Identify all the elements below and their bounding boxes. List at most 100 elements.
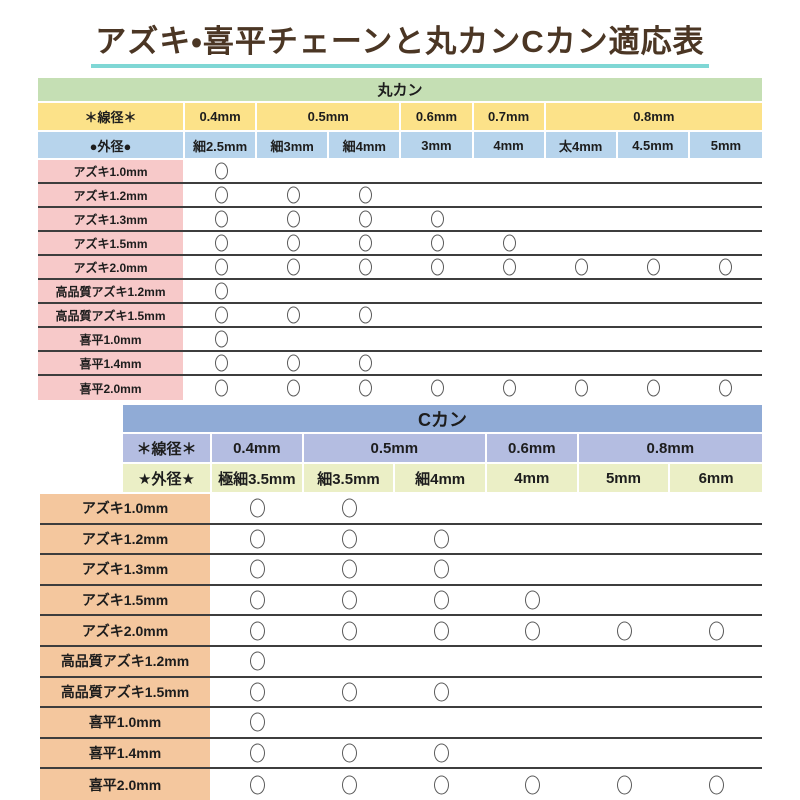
compat-circle-mark (719, 258, 733, 276)
compatibility-marks (212, 769, 762, 800)
compat-circle-mark (342, 621, 357, 641)
wire-size-cell: 0.4mm (185, 103, 258, 130)
compat-circle-mark (433, 743, 449, 763)
compat-circle-mark (214, 162, 228, 180)
compatibility-marks (212, 708, 762, 737)
ckan-outer-diameter-row: ★外径★ 極細3.5mm 細3.5mm 細4mm 4mm 5mm 6mm (123, 464, 762, 492)
outer-size-cell: 4mm (486, 464, 579, 492)
compat-circle-mark (358, 258, 372, 276)
compatibility-marks (185, 232, 762, 254)
compat-circle-mark (358, 354, 372, 372)
outer-size-cell: 極細3.5mm (212, 464, 304, 492)
compat-circle-mark (617, 621, 632, 641)
compat-circle-mark (503, 258, 517, 276)
chain-row-label: 喜平1.0mm (38, 328, 185, 350)
compat-circle-mark (647, 258, 661, 276)
compat-circle-mark (214, 330, 228, 348)
chain-row-label: アズキ1.3mm (40, 555, 212, 584)
compat-circle-mark (342, 743, 357, 763)
table-row: アズキ1.3mm (38, 208, 762, 232)
table-row: アズキ1.3mm (40, 555, 762, 586)
chain-row-label: 喜平2.0mm (38, 376, 185, 400)
compat-circle-mark (342, 529, 357, 549)
table-row: 喜平1.0mm (40, 708, 762, 739)
compat-circle-mark (214, 306, 228, 324)
compat-circle-mark (214, 354, 228, 372)
compat-circle-mark (286, 210, 300, 228)
compat-circle-mark (358, 186, 372, 204)
compat-circle-mark (719, 379, 733, 397)
chain-row-label: 喜平1.4mm (40, 738, 212, 768)
outer-size-cell: 細2.5mm (185, 132, 258, 158)
table-row: 高品質アズキ1.2mm (40, 646, 762, 678)
compat-circle-mark (525, 590, 541, 610)
compatibility-marks (212, 616, 762, 645)
compat-circle-mark (250, 712, 266, 732)
compat-circle-mark (214, 210, 228, 228)
compat-circle-mark (342, 498, 357, 518)
compat-circle-mark (525, 621, 541, 641)
compatibility-marks (212, 586, 762, 615)
table-row: アズキ1.0mm (40, 494, 762, 525)
compatibility-marks (185, 376, 762, 400)
outer-size-cell: 3mm (401, 132, 474, 158)
compat-circle-mark (286, 306, 300, 324)
wire-size-cell: 0.5mm (303, 434, 487, 462)
ckan-wire-diameter-header: ＊線径＊ (123, 434, 212, 462)
chain-row-label: アズキ1.3mm (38, 208, 185, 230)
compat-circle-mark (286, 234, 300, 252)
outer-size-cell: 5mm (689, 132, 762, 158)
outer-size-cell: 細4mm (395, 464, 487, 492)
outer-size-cell: 細3.5mm (303, 464, 396, 492)
compat-circle-mark (214, 186, 228, 204)
compat-circle-mark (286, 186, 300, 204)
compat-circle-mark (250, 651, 266, 671)
table-row: アズキ1.2mm (38, 184, 762, 208)
compat-circle-mark (503, 234, 517, 252)
compatibility-marks (212, 494, 762, 523)
outer-size-cell: 細4mm (329, 132, 402, 158)
chain-row-label: アズキ1.0mm (40, 494, 212, 523)
compat-circle-mark (342, 775, 357, 795)
compat-circle-mark (503, 379, 517, 397)
table-row: 喜平2.0mm (38, 376, 762, 400)
chain-row-label: 高品質アズキ1.5mm (40, 677, 212, 707)
wire-size-cell: 0.6mm (401, 103, 474, 130)
compat-circle-mark (647, 379, 661, 397)
table-row: アズキ1.5mm (38, 232, 762, 256)
compatibility-marks (212, 739, 762, 768)
marukan-table-title: 丸カン (38, 78, 762, 101)
compat-circle-mark (358, 210, 372, 228)
compat-circle-mark (250, 559, 266, 579)
wire-size-cell: 0.4mm (212, 434, 304, 462)
compat-circle-mark (250, 621, 266, 641)
chain-row-label: 高品質アズキ1.5mm (38, 304, 185, 326)
compat-circle-mark (342, 590, 357, 610)
chain-row-label: アズキ1.2mm (38, 184, 185, 206)
table-row: アズキ2.0mm (40, 616, 762, 647)
compatibility-marks (212, 647, 762, 676)
chain-row-label: 喜平2.0mm (40, 769, 212, 800)
table-row: アズキ1.0mm (38, 160, 762, 184)
compat-circle-mark (358, 306, 372, 324)
compatibility-marks (212, 525, 762, 554)
compat-circle-mark (358, 379, 372, 397)
chain-row-label: アズキ1.2mm (40, 524, 212, 554)
compat-circle-mark (433, 590, 449, 610)
outer-size-cell: 太4mm (545, 132, 618, 158)
ckan-outer-diameter-header: ★外径★ (123, 464, 212, 492)
compat-circle-mark (433, 682, 449, 702)
compatibility-marks (185, 184, 762, 206)
table-row: 喜平1.4mm (38, 352, 762, 376)
chain-row-label: アズキ1.5mm (40, 585, 212, 615)
compatibility-marks (185, 256, 762, 278)
chain-row-label: 喜平1.4mm (38, 352, 185, 374)
ckan-table-body: アズキ1.0mm アズキ1.2mm アズキ1.3mm アズキ1.5mm アズキ2.0mm… (40, 494, 762, 800)
compatibility-marks (185, 328, 762, 350)
table-row: 喜平1.0mm (38, 328, 762, 352)
compatibility-marks (212, 555, 762, 584)
compat-circle-mark (214, 258, 228, 276)
ckan-table-title: Cカン (123, 405, 762, 432)
page-title: アズキ・喜平チェーンと丸カンCカン適応表 (91, 16, 709, 68)
table-row: 喜平1.4mm (40, 738, 762, 770)
